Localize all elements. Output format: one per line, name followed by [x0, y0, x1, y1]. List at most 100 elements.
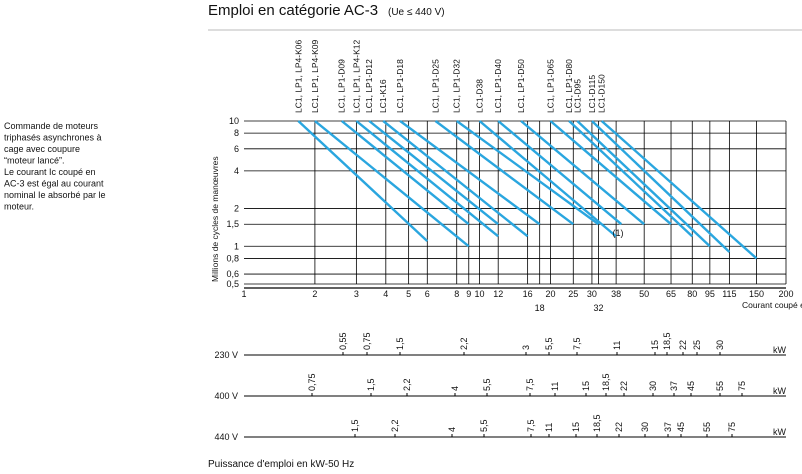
- scale-tick-label: 37: [669, 381, 679, 391]
- scale-tick-label: 4: [450, 386, 460, 391]
- x-tick-label: 95: [705, 289, 715, 299]
- note-line: Le courant Ic coupé en: [4, 167, 96, 177]
- series-line: [576, 120, 711, 248]
- scale-tick-label: 30: [640, 422, 650, 432]
- series-label: LC1, LP1-D50: [516, 59, 526, 113]
- series-line: [434, 120, 574, 226]
- series-line: [497, 120, 623, 226]
- annotation: (1): [613, 228, 624, 238]
- x-tick-label: 16: [523, 289, 533, 299]
- series-label: LC1, LP1-D32: [452, 59, 462, 113]
- scale-tick-label: 11: [612, 341, 622, 350]
- series-label: LC1-D95: [572, 79, 582, 113]
- x-tick-label: 12: [493, 289, 503, 299]
- scale-tick-label: 1,5: [395, 337, 405, 350]
- note-line: Commande de moteurs: [4, 121, 99, 131]
- series-line: [549, 120, 672, 226]
- x-tick-label: 65: [666, 289, 676, 299]
- y-tick-label: 0,5: [226, 279, 239, 289]
- scale-voltage: 400 V: [214, 391, 238, 401]
- series-line: [382, 120, 529, 238]
- series-label: LC1, LP1, LP4-K12: [351, 39, 361, 113]
- series-label: LC1, LP1-D40: [493, 59, 503, 113]
- scale-tick-label: 37: [663, 422, 673, 432]
- series-line: [600, 120, 758, 260]
- footer: Puissance d'emploi en kW-50 Hz: [208, 459, 354, 470]
- series-label: LC1, LP1-D18: [395, 59, 405, 113]
- scale-tick-label: 7,5: [526, 419, 536, 432]
- x-tick-label: 10: [475, 289, 485, 299]
- y-tick-label: 4: [234, 166, 239, 176]
- scale-tick-label: 75: [727, 422, 737, 432]
- note-line: “moteur lancé”.: [4, 156, 65, 166]
- scale-tick-label: 55: [702, 422, 712, 432]
- series-line: [478, 120, 617, 238]
- scale-unit: kW: [773, 345, 787, 355]
- y-axis-label: Millions de cycles de manœuvres: [210, 156, 220, 282]
- y-tick-label: 2: [234, 204, 239, 214]
- x-tick-label: 5: [406, 289, 411, 299]
- scale-tick-label: 45: [686, 381, 696, 391]
- y-tick-label: 10: [229, 116, 239, 126]
- scale-tick-label: 22: [614, 422, 624, 432]
- series-line: [520, 120, 645, 226]
- scale-tick-label: 0,75: [362, 332, 372, 350]
- x-tick-label: 32: [594, 303, 604, 313]
- scale-tick-label: 5,5: [482, 378, 492, 391]
- x-tick-label: 50: [639, 289, 649, 299]
- series-line: [399, 120, 541, 226]
- scale-tick-label: 1,5: [350, 419, 360, 432]
- note-line: moteur.: [4, 202, 34, 212]
- scale-tick-label: 15: [650, 340, 660, 350]
- y-tick-label: 6: [234, 144, 239, 154]
- x-tick-label: 8: [454, 289, 459, 299]
- x-tick-label: 18: [535, 303, 545, 313]
- scale-voltage: 230 V: [214, 350, 238, 360]
- scale-tick-label: 11: [544, 423, 554, 432]
- series-line: [314, 120, 470, 248]
- scale-tick-label: 0,55: [338, 332, 348, 350]
- scale-unit: kW: [773, 386, 787, 396]
- scale-tick-label: 18,5: [662, 332, 672, 350]
- note-line: cage avec coupure: [4, 144, 80, 154]
- scale-tick-label: 15: [581, 381, 591, 391]
- scale-tick-label: 0,75: [307, 373, 317, 391]
- scale-tick-label: 5,5: [544, 337, 554, 350]
- scale-tick-label: 2,2: [390, 419, 400, 432]
- scale-tick-label: 22: [678, 340, 688, 350]
- scale-tick-label: 18,5: [592, 414, 602, 432]
- scale-voltage: 440 V: [214, 432, 238, 442]
- scale-tick-label: 30: [715, 340, 725, 350]
- x-axis-label: Courant coupé en A: [742, 300, 802, 310]
- scale-tick-label: 4: [447, 427, 457, 432]
- series-label: LC1-K16: [378, 79, 388, 113]
- y-tick-label: 8: [234, 128, 239, 138]
- scale-tick-label: 15: [571, 422, 581, 432]
- series-line: [297, 120, 429, 242]
- note-line: nominal Ie absorbé par le: [4, 190, 106, 200]
- x-tick-label: 9: [466, 289, 471, 299]
- scale-tick-label: 22: [619, 381, 629, 391]
- x-tick-label: 20: [545, 289, 555, 299]
- scale-tick-label: 75: [737, 381, 747, 391]
- series-line: [456, 120, 600, 226]
- x-tick-label: 150: [749, 289, 764, 299]
- scale-tick-label: 2,2: [402, 378, 412, 391]
- scale-tick-label: 2,2: [459, 337, 469, 350]
- series-line: [368, 120, 499, 226]
- scale-tick-label: 25: [692, 340, 702, 350]
- scale-tick-label: 11: [550, 382, 560, 391]
- scale-tick-label: 30: [648, 381, 658, 391]
- series-label: LC1, LP1-D12: [364, 59, 374, 113]
- note-line: triphasés asynchrones à: [4, 133, 102, 143]
- series-label: LC1-D38: [475, 79, 485, 113]
- series-label: LC1, LP1-D80: [564, 59, 574, 113]
- series-label: LC1, LP1, LP4-K09: [310, 39, 320, 113]
- x-tick-label: 25: [568, 289, 578, 299]
- x-tick-label: 38: [611, 289, 621, 299]
- chart-subtitle: (Ue ≤ 440 V): [388, 7, 445, 18]
- x-tick-label: 6: [425, 289, 430, 299]
- series-label: LC1, LP1-D25: [430, 59, 440, 113]
- chart-title: Emploi en catégorie AC-3: [208, 2, 378, 19]
